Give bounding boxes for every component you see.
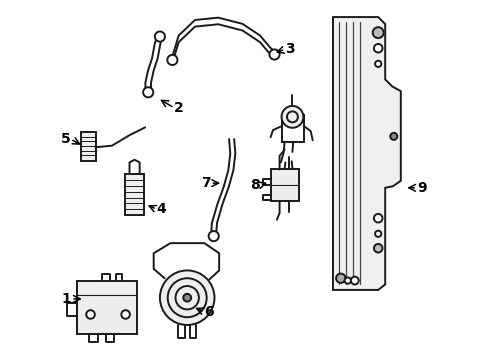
Text: 5: 5 [61, 132, 70, 146]
Polygon shape [332, 17, 400, 290]
Circle shape [344, 278, 350, 284]
Polygon shape [124, 174, 144, 215]
Circle shape [160, 270, 214, 325]
Circle shape [86, 310, 95, 319]
Text: 2: 2 [174, 101, 183, 115]
Circle shape [143, 87, 153, 97]
Circle shape [121, 310, 130, 319]
Text: 7: 7 [201, 176, 210, 190]
Circle shape [374, 231, 381, 237]
Circle shape [269, 49, 279, 59]
Circle shape [389, 133, 396, 140]
Circle shape [281, 106, 303, 128]
Circle shape [373, 44, 382, 53]
Text: 4: 4 [157, 202, 166, 216]
Circle shape [373, 244, 382, 252]
Polygon shape [77, 282, 137, 334]
Circle shape [350, 277, 358, 284]
Circle shape [208, 231, 218, 241]
Circle shape [373, 214, 382, 222]
Polygon shape [270, 170, 298, 202]
Polygon shape [81, 132, 95, 161]
Text: 8: 8 [249, 178, 259, 192]
Circle shape [155, 31, 164, 42]
Text: 9: 9 [416, 181, 426, 195]
Circle shape [372, 27, 383, 38]
Circle shape [335, 274, 345, 283]
Circle shape [374, 61, 381, 67]
Text: 3: 3 [285, 42, 294, 57]
Text: 1: 1 [61, 292, 71, 306]
Circle shape [167, 55, 177, 65]
Text: 6: 6 [204, 305, 214, 319]
Circle shape [183, 294, 191, 302]
